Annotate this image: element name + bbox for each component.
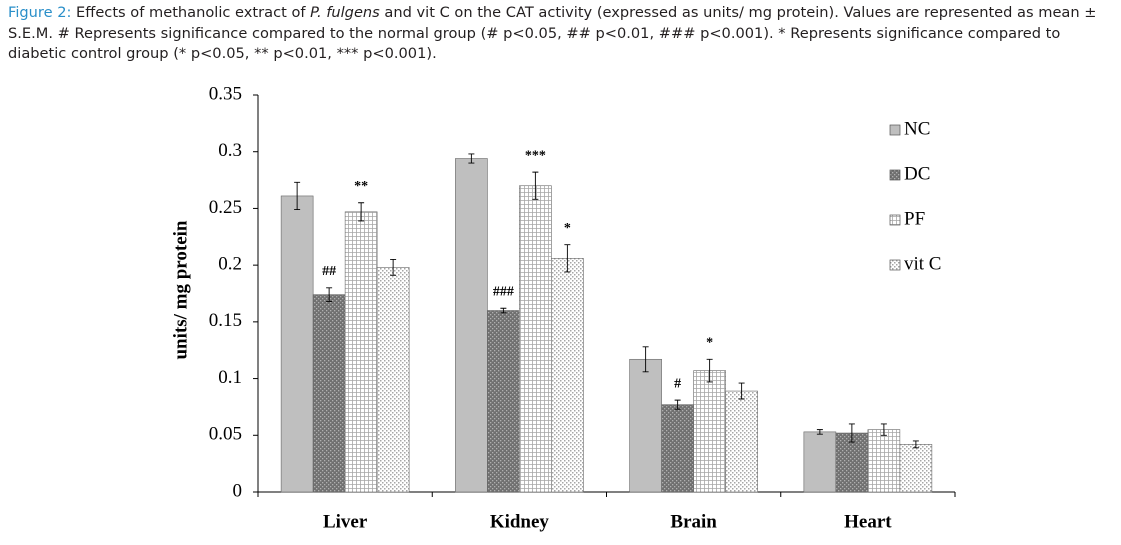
error-bar <box>468 153 475 164</box>
y-tick-label: 0 <box>233 480 243 501</box>
bar <box>867 429 901 493</box>
y-tick-label: 0.15 <box>209 310 242 331</box>
bar <box>312 294 346 493</box>
bar <box>835 432 869 493</box>
bar <box>899 444 933 493</box>
legend-swatch <box>889 214 901 226</box>
bar <box>629 358 662 493</box>
x-tick-label: Liver <box>323 511 368 532</box>
error-bar <box>674 399 681 410</box>
legend-label: DC <box>904 163 930 184</box>
error-bar <box>848 423 855 443</box>
y-tick-label: 0.05 <box>209 424 242 445</box>
bar <box>661 404 694 493</box>
legend-swatch <box>889 124 901 136</box>
error-bar <box>880 423 887 436</box>
bar <box>519 185 552 493</box>
bar <box>455 158 488 493</box>
y-tick-label: 0.2 <box>218 254 242 275</box>
error-bar <box>500 307 507 314</box>
x-tick-label: Heart <box>844 511 892 532</box>
bar <box>376 267 410 493</box>
error-bar <box>912 440 919 449</box>
error-bar <box>816 429 823 435</box>
species-name: P. fulgens <box>310 4 380 21</box>
error-bar <box>738 382 745 400</box>
error-bar <box>706 358 713 383</box>
significance-label: *** <box>525 148 546 163</box>
y-axis-label: units/ mg protein <box>170 220 191 359</box>
error-bar <box>532 171 539 200</box>
x-tick-label: Kidney <box>490 511 550 532</box>
legend-swatch <box>889 169 901 181</box>
figure-label: Figure 2: <box>8 4 72 21</box>
significance-label: * <box>564 221 571 236</box>
caption-text: Effects of methanolic extract of <box>76 4 306 21</box>
x-tick-label: Brain <box>670 511 717 532</box>
caption: Figure 2: Effects of methanolic extract … <box>8 3 1114 65</box>
y-tick-label: 0.35 <box>209 83 242 104</box>
y-tick-label: 0.25 <box>209 197 242 218</box>
legend-label: vit C <box>904 253 941 274</box>
error-bar <box>390 259 397 276</box>
error-bar <box>326 287 333 302</box>
bar <box>803 431 837 493</box>
bar <box>725 390 758 493</box>
significance-label: ## <box>322 264 336 279</box>
bar <box>551 258 584 493</box>
significance-label: # <box>674 376 681 391</box>
error-bar <box>564 244 571 273</box>
significance-label: * <box>706 336 713 351</box>
y-tick-label: 0.3 <box>218 140 242 161</box>
legend-label: PF <box>904 208 925 229</box>
error-bar <box>642 346 649 373</box>
significance-label: ### <box>493 284 514 299</box>
bar <box>487 310 520 493</box>
legend-label: NC <box>904 118 930 139</box>
bar <box>280 195 314 493</box>
error-bar <box>358 202 365 222</box>
caption-text: and vit C on the CAT activity (expressed… <box>8 4 1097 62</box>
legend-swatch <box>889 259 901 271</box>
error-bar <box>294 181 301 211</box>
bar <box>344 211 378 493</box>
y-tick-label: 0.1 <box>218 367 242 388</box>
bar <box>693 370 726 493</box>
significance-label: ** <box>354 179 368 194</box>
